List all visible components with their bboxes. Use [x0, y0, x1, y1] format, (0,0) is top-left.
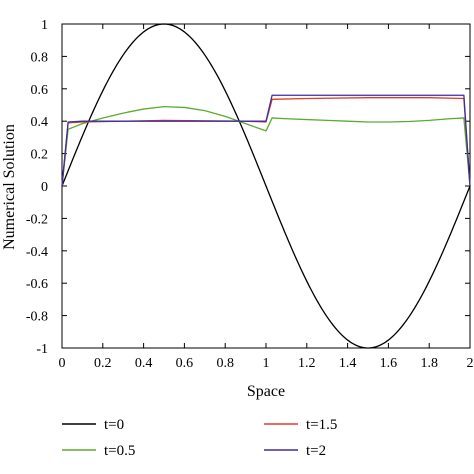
x-axis-ticks: 0 0.2 0.4 0.6 0.8 1 1.2 1.4 1.6 1.8 2	[59, 24, 474, 371]
legend-label-t-0: t=0	[104, 417, 124, 433]
series-lines	[61, 23, 471, 349]
x-tick-label: 0.2	[94, 356, 112, 371]
y-tick-label: -0.6	[26, 277, 48, 292]
x-tick-label: 1.2	[298, 356, 316, 371]
y-tick-label: 1	[41, 18, 48, 33]
x-tick-label: 1.8	[420, 356, 438, 371]
y-tick-label: -0.8	[26, 310, 48, 325]
y-tick-label: 0	[41, 180, 48, 195]
x-tick-label: 0.4	[135, 356, 153, 371]
series-line-t-0	[61, 23, 471, 349]
y-tick-label: -1	[36, 342, 48, 357]
series-line-t-2	[61, 94, 471, 187]
x-tick-label: 0.6	[176, 356, 194, 371]
y-tick-label: 0.2	[31, 148, 49, 163]
series-line-t-0-5	[61, 105, 471, 187]
y-tick-label: 0.4	[31, 115, 49, 130]
legend-label-t-2: t=2	[306, 443, 326, 459]
y-tick-label: -0.2	[26, 212, 48, 227]
x-tick-label: 1	[263, 356, 270, 371]
x-tick-label: 2	[467, 356, 474, 371]
y-tick-label: 0.6	[31, 83, 49, 98]
legend: t=0 t=0.5 t=1.5 t=2	[62, 417, 337, 459]
x-axis-title: Space	[247, 383, 285, 400]
x-tick-label: 0	[59, 356, 66, 371]
x-tick-label: 1.6	[380, 356, 398, 371]
y-tick-label: 0.8	[31, 50, 49, 65]
y-axis-ticks: 1 0.8 0.6 0.4 0.2 0 -0.2 -0.4 -0.6 -0.8 -1	[26, 18, 470, 357]
legend-label-t-0-5: t=0.5	[104, 443, 135, 459]
x-tick-label: 1.4	[339, 356, 357, 371]
y-axis-title: Numerical Solution	[1, 124, 18, 250]
y-tick-label: -0.4	[26, 245, 48, 260]
legend-label-t-1-5: t=1.5	[306, 417, 337, 433]
series-line-t-1-5	[61, 97, 471, 187]
x-tick-label: 0.8	[216, 356, 234, 371]
